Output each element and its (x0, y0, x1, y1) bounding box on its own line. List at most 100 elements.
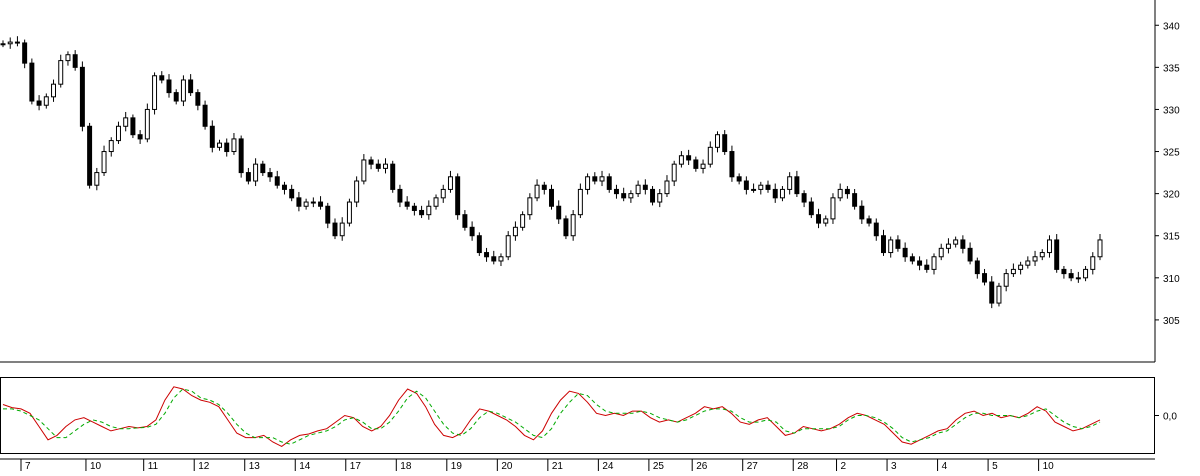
candle-up (635, 184, 641, 195)
candle-down (765, 184, 771, 190)
candle-up (1097, 239, 1103, 258)
candle-down (1054, 239, 1060, 270)
candle-down (881, 235, 886, 254)
candle-down (419, 209, 425, 216)
candle-up (678, 155, 684, 165)
candle-down (195, 92, 201, 106)
candle-up (346, 201, 352, 224)
candle-down (686, 155, 692, 161)
candle-down (960, 239, 966, 249)
candle-up (7, 41, 13, 45)
candle-down (621, 193, 627, 199)
candle-up (1039, 252, 1045, 258)
candle-down (245, 172, 251, 182)
candle-up (231, 138, 237, 153)
x-tick-label: 21 (552, 461, 564, 471)
candle-down (202, 104, 208, 127)
candle-down (476, 235, 482, 254)
candle-up (534, 184, 540, 199)
x-tick-label: 28 (797, 461, 809, 471)
price-tick-label: 340 (1163, 21, 1180, 32)
candle-down (902, 247, 908, 258)
oscillator-line-main (2, 386, 1101, 447)
candle-up (43, 96, 49, 106)
candle-up (1090, 256, 1096, 270)
candle-up (115, 125, 121, 142)
candle-down (22, 42, 28, 64)
candle-down (736, 176, 742, 182)
candle-up (1083, 268, 1089, 279)
candle-down (325, 205, 331, 224)
candle-down (866, 218, 872, 224)
candle-up (577, 188, 583, 216)
candle-up (585, 176, 591, 190)
candle-down (592, 176, 598, 182)
candle-down (743, 180, 749, 190)
candle-up (938, 247, 944, 258)
candle-up (664, 180, 670, 195)
candle-up (779, 188, 785, 199)
candle-down (549, 188, 554, 207)
candle-up (361, 159, 367, 182)
candle-up (1075, 277, 1081, 280)
candle-down (484, 252, 490, 258)
candle-up (996, 285, 1002, 304)
price-tick-label: 315 (1163, 232, 1180, 243)
candle-down (917, 260, 923, 266)
candle-down (895, 239, 901, 249)
x-tick-label: 13 (249, 461, 261, 471)
candle-down (909, 256, 915, 262)
candle-down (375, 163, 381, 169)
candle-up (520, 214, 526, 228)
candle-up (715, 134, 720, 148)
candle-down (130, 117, 136, 136)
price-tick-label: 320 (1163, 190, 1180, 201)
candle-down (274, 176, 280, 186)
candle-down (642, 184, 648, 190)
candle-down (974, 260, 980, 275)
candle-up (570, 214, 576, 237)
candle-down (281, 184, 287, 190)
oscillator-panel-frame (0, 377, 1155, 454)
candle-up (123, 117, 129, 127)
candle-down (267, 172, 273, 178)
candle-up (94, 172, 100, 186)
candle-up (253, 163, 259, 182)
candle-down (491, 256, 497, 262)
candle-down (332, 222, 338, 237)
x-tick-label: 18 (400, 461, 412, 471)
candle-down (173, 92, 179, 102)
price-y-axis: 340 335 330 325 320 315 310 305 (1155, 21, 1180, 327)
candle-down (29, 62, 35, 102)
x-tick-label: 26 (696, 461, 708, 471)
price-tick-label: 335 (1163, 63, 1180, 74)
candle-down (188, 79, 194, 94)
candle-up (512, 226, 518, 237)
candle-up (310, 201, 316, 204)
candle-up (671, 163, 677, 182)
candle-down (650, 188, 656, 203)
x-tick-label: 4 (942, 461, 948, 471)
candle-down (722, 134, 728, 153)
candle-down (289, 188, 295, 199)
candle-down (368, 159, 374, 165)
candle-up (108, 140, 114, 153)
candle-down (613, 188, 619, 195)
x-tick-label: 12 (198, 461, 210, 471)
candle-down (563, 218, 569, 237)
candle-up (58, 60, 64, 85)
x-tick-label: 10 (1043, 461, 1055, 471)
candle-up (945, 243, 951, 249)
candle-down (72, 54, 78, 68)
candle-down (989, 281, 995, 304)
candle-down (808, 201, 814, 216)
candle-up (339, 222, 345, 237)
candle-up (707, 146, 713, 165)
candle-up (354, 180, 360, 203)
candle-up (751, 188, 757, 191)
candle-down (455, 176, 461, 216)
candle-down (924, 264, 930, 270)
